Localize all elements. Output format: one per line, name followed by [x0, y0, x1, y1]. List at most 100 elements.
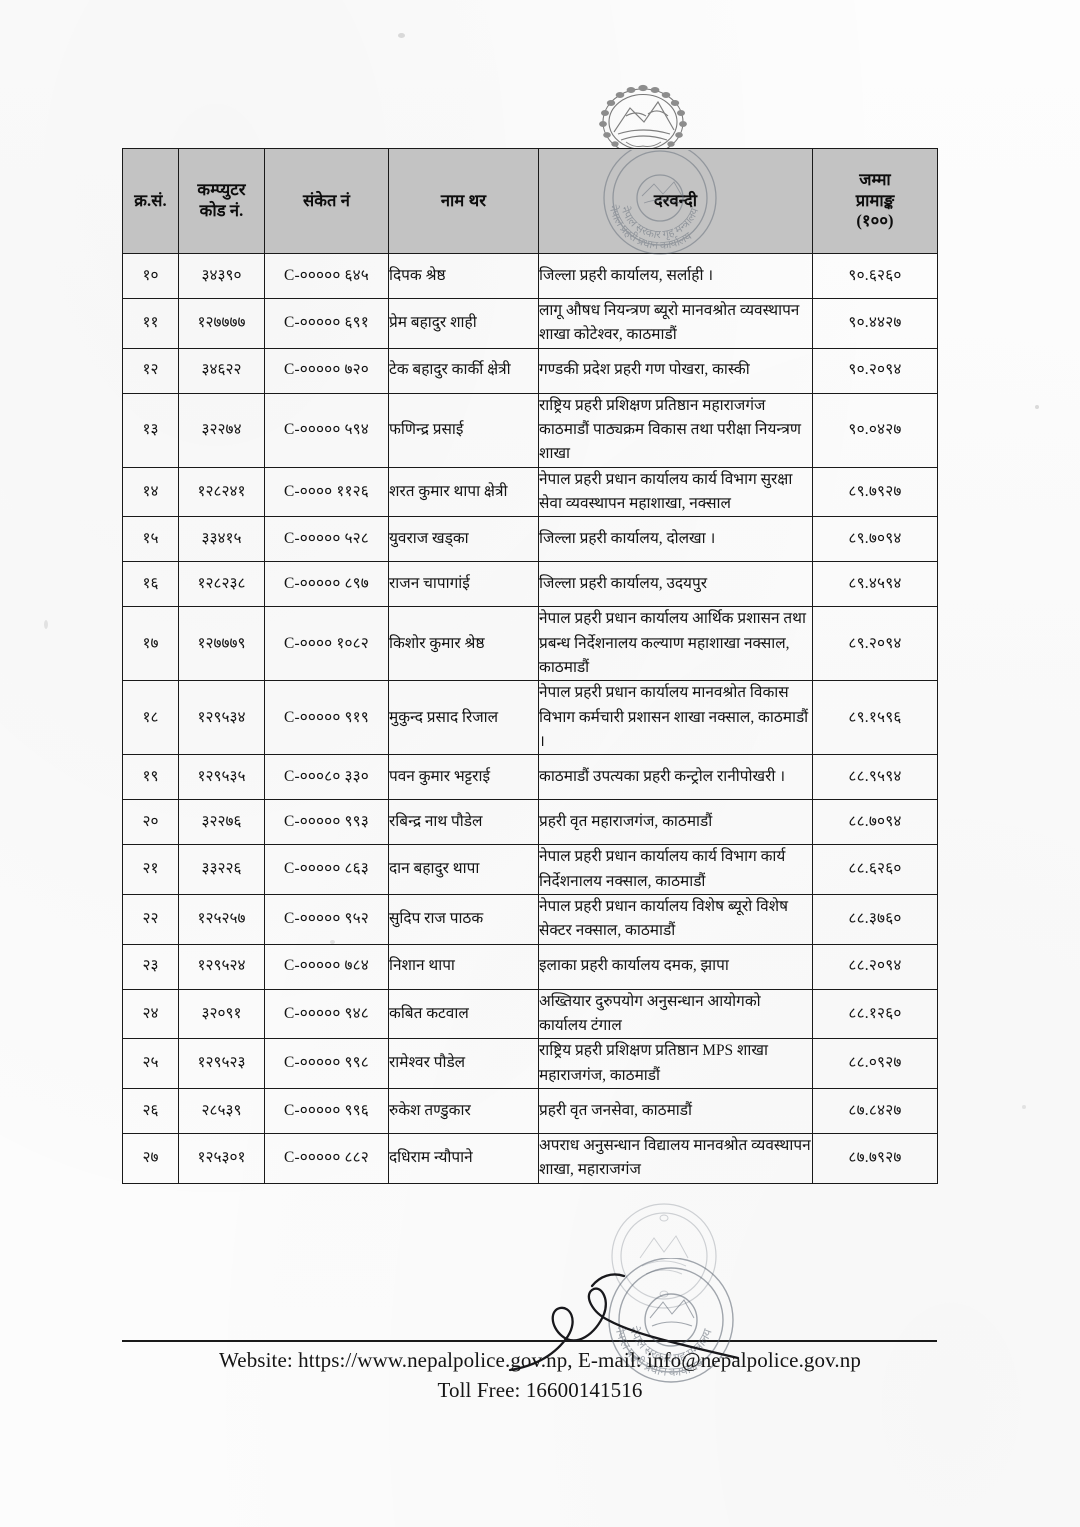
cell-symbol-number: C-००००० ९५२	[264, 893, 389, 945]
cell-computer-code: ३२२७४	[178, 392, 265, 468]
footer-toll-free: Toll Free: 16600141516	[437, 1377, 643, 1402]
cell-serial-number: १५	[122, 516, 179, 563]
table-body: १० ३४३९० C-००००० ६४५ दिपक श्रेष्ठ जिल्ला…	[122, 253, 938, 1184]
table-row: १७ १२७७७९ C-०००० १०८२ किशोर कुमार श्रेष्…	[122, 606, 938, 682]
cell-posting: नेपाल प्रहरी प्रधान कार्यालय विशेष ब्यूर…	[538, 893, 813, 945]
column-header-computer-code: कम्प्युटर कोड नं.	[178, 148, 265, 254]
cell-computer-code: १२८२३८	[178, 561, 265, 608]
cell-computer-code: १२७७७९	[178, 606, 265, 682]
cell-total-marks: ९०.४४२७	[812, 298, 938, 349]
cell-computer-code: २८५३९	[178, 1087, 265, 1134]
cell-serial-number: २६	[122, 1087, 179, 1134]
cell-serial-number: १६	[122, 561, 179, 608]
cell-posting: नेपाल प्रहरी प्रधान कार्यालय आर्थिक प्रश…	[538, 606, 813, 682]
table-row: २६ २८५३९ C-००००० ९९६ रुकेश तण्डुकार प्रह…	[122, 1087, 938, 1134]
cell-name: दान बहादुर थापा	[388, 844, 539, 895]
cell-total-marks: ८९.७९२७	[812, 466, 938, 518]
cell-computer-code: १२५३०१	[178, 1132, 265, 1184]
cell-total-marks: ८७.७९२७	[812, 1132, 938, 1184]
footer-website-email: Website: https://www.nepalpolice.gov.np,…	[219, 1348, 861, 1372]
cell-symbol-number: C-००००० ९९६	[264, 1087, 389, 1134]
column-header-symbol-number: संकेत नं	[264, 148, 389, 254]
total-marks-label-line3: (१००)	[856, 211, 894, 231]
scan-speck	[398, 33, 405, 38]
cell-total-marks: ८८.१२६०	[812, 988, 938, 1040]
table-row: १५ ३३४१५ C-००००० ५२८ युवराज खड्का जिल्ला…	[122, 516, 938, 563]
cell-name: रुकेश तण्डुकार	[388, 1087, 539, 1134]
cell-name: प्रेम बहादुर शाही	[388, 298, 539, 349]
cell-computer-code: १२५२५७	[178, 893, 265, 945]
cell-name: दिपक श्रेष्ठ	[388, 253, 539, 299]
cell-serial-number: १३	[122, 392, 179, 468]
total-marks-label-line2: प्रामाङ्क	[855, 190, 895, 210]
cell-computer-code: ३४३९०	[178, 253, 265, 299]
cell-computer-code: १२७७७७	[178, 298, 265, 349]
cell-name: शरत कुमार थापा क्षेत्री	[388, 466, 539, 518]
cell-posting: नेपाल प्रहरी प्रधान कार्यालय कार्य विभाग…	[538, 844, 813, 895]
cell-serial-number: ११	[122, 298, 179, 349]
office-round-stamp-watermark-cell	[611, 1203, 717, 1309]
footer-divider	[122, 1340, 937, 1342]
cell-symbol-number: C-००००० ७८४	[264, 943, 389, 990]
cell-name: किशोर कुमार श्रेष्ठ	[388, 606, 539, 682]
computer-code-label-line1: कम्प्युटर	[197, 180, 246, 200]
cell-serial-number: २३	[122, 943, 179, 990]
cell-symbol-number: C-००००० ७२०	[264, 347, 389, 394]
cell-serial-number: २४	[122, 988, 179, 1040]
cell-total-marks: ९०.६२६०	[812, 253, 938, 299]
cell-symbol-number: C-००००० ५२८	[264, 516, 389, 563]
cell-name: निशान थापा	[388, 943, 539, 990]
cell-symbol-number: C-००००० ६९१	[264, 298, 389, 349]
cell-total-marks: ८७.८४२७	[812, 1087, 938, 1134]
police-promotion-results-table: क्र.सं. कम्प्युटर कोड नं. संकेत नं नाम थ…	[122, 148, 938, 1184]
cell-posting: राष्ट्रिय प्रहरी प्रशिक्षण प्रतिष्ठान मह…	[538, 392, 813, 468]
cell-total-marks: ८८.७०९४	[812, 799, 938, 846]
cell-symbol-number: C-००००० ५९४	[264, 392, 389, 468]
cell-symbol-number: C-००००० ६४५	[264, 253, 389, 299]
cell-name: युवराज खड्का	[388, 516, 539, 563]
cell-computer-code: ३३२२६	[178, 844, 265, 895]
cell-posting: गण्डकी प्रदेश प्रहरी गण पोखरा, कास्की	[538, 347, 813, 394]
cell-posting: अपराध अनुसन्धान विद्यालय मानवश्रोत व्यवस…	[538, 1132, 813, 1184]
cell-serial-number: १८	[122, 680, 179, 756]
cell-serial-number: १०	[122, 253, 179, 299]
cell-computer-code: ३२०९१	[178, 988, 265, 1040]
column-header-total-marks: जम्मा प्रामाङ्क (१००)	[812, 148, 938, 254]
cell-symbol-number: C-००००० ९१९	[264, 680, 389, 756]
cell-symbol-number: C-०००८० ३३०	[264, 754, 389, 801]
cell-name: दधिराम न्यौपाने	[388, 1132, 539, 1184]
table-row: १६ १२८२३८ C-००००० ८९७ राजन चापागांई जिल्…	[122, 561, 938, 608]
table-row: १३ ३२२७४ C-००००० ५९४ फणिन्द्र प्रसाई राष…	[122, 392, 938, 468]
total-marks-label-line1: जम्मा	[859, 169, 891, 189]
table-row: २३ १२९५२४ C-००००० ७८४ निशान थापा इलाका प…	[122, 943, 938, 990]
results-table-container: क्र.सं. कम्प्युटर कोड नं. संकेत नं नाम थ…	[122, 148, 938, 1184]
table-row: १४ १२८२४१ C-०००० ११२६ शरत कुमार थापा क्ष…	[122, 466, 938, 518]
cell-name: राजन चापागांई	[388, 561, 539, 608]
cell-name: पवन कुमार भट्टराई	[388, 754, 539, 801]
cell-serial-number: १२	[122, 347, 179, 394]
cell-posting: अख्तियार दुरुपयोग अनुसन्धान आयोगको कार्य…	[538, 988, 813, 1040]
cell-computer-code: ३२२७६	[178, 799, 265, 846]
cell-total-marks: ८९.४५९४	[812, 561, 938, 608]
cell-total-marks: ८८.६२६०	[812, 844, 938, 895]
footer-contact-block: Website: https://www.nepalpolice.gov.np,…	[0, 1346, 1080, 1406]
table-row: ११ १२७७७७ C-००००० ६९१ प्रेम बहादुर शाही …	[122, 298, 938, 349]
cell-name: मुकुन्द प्रसाद रिजाल	[388, 680, 539, 756]
cell-serial-number: २२	[122, 893, 179, 945]
table-row: २२ १२५२५७ C-००००० ९५२ सुदिप राज पाठक नेप…	[122, 893, 938, 945]
cell-posting: लागू औषध नियन्त्रण ब्यूरो मानवश्रोत व्यव…	[538, 298, 813, 349]
table-header-row: क्र.सं. कम्प्युटर कोड नं. संकेत नं नाम थ…	[122, 148, 938, 254]
table-row: २० ३२२७६ C-००००० ९९३ रबिन्द्र नाथ पौडेल …	[122, 799, 938, 846]
table-row: २५ १२९५२३ C-००००० ९९८ रामेश्वर पौडेल राष…	[122, 1038, 938, 1089]
cell-posting: जिल्ला प्रहरी कार्यालय, दोलखा ।	[538, 516, 813, 563]
scan-speck	[44, 620, 48, 629]
table-row: १९ १२९५३५ C-०००८० ३३० पवन कुमार भट्टराई …	[122, 754, 938, 801]
cell-serial-number: २७	[122, 1132, 179, 1184]
cell-total-marks: ८९.१५९६	[812, 680, 938, 756]
cell-symbol-number: C-०००० १०८२	[264, 606, 389, 682]
column-header-name: नाम थर	[388, 148, 539, 254]
cell-computer-code: १२९५२४	[178, 943, 265, 990]
cell-serial-number: २०	[122, 799, 179, 846]
cell-total-marks: ९०.०४२७	[812, 392, 938, 468]
cell-posting: राष्ट्रिय प्रहरी प्रशिक्षण प्रतिष्ठान MP…	[538, 1038, 813, 1089]
